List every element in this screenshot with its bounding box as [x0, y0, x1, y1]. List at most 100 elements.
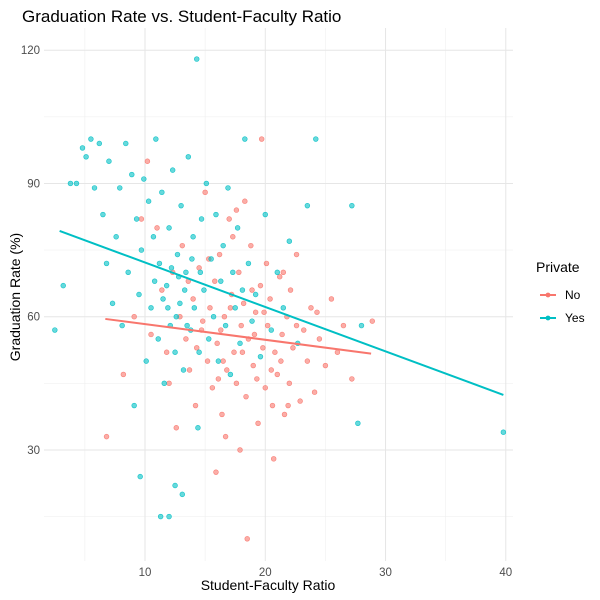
data-point-yes [194, 56, 200, 62]
data-point-yes [91, 185, 98, 191]
y-tick-label: 90 [27, 178, 40, 190]
data-point-yes [180, 367, 187, 373]
data-point-yes [245, 260, 252, 267]
data-point-no [254, 376, 260, 382]
data-point-yes [198, 216, 205, 222]
data-point-yes [143, 358, 149, 364]
data-point-yes [174, 251, 181, 258]
data-point-no [240, 300, 247, 307]
y-tick-label: 120 [21, 45, 40, 57]
data-point-yes [220, 242, 226, 249]
data-point-no [200, 318, 206, 324]
data-point-no [297, 398, 303, 404]
data-point-no [322, 362, 329, 369]
legend-label-yes: Yes [565, 311, 585, 325]
y-axis-title: Graduation Rate (%) [7, 233, 23, 361]
legend-key-point-yes [545, 315, 551, 321]
data-point-no [179, 242, 185, 249]
data-point-no [308, 305, 314, 311]
data-point-no [262, 385, 268, 391]
data-point-no [192, 402, 199, 409]
data-point-no [148, 331, 154, 338]
data-point-no [209, 385, 216, 391]
x-tick-label: 40 [499, 567, 512, 579]
data-point-yes [239, 287, 246, 293]
data-point-yes [280, 305, 287, 311]
legend-label-no: No [565, 288, 581, 302]
data-point-yes [262, 211, 268, 218]
data-point-yes [148, 305, 154, 311]
data-point-no [304, 358, 311, 364]
data-point-yes [201, 287, 207, 293]
data-point-no [277, 274, 283, 280]
legend-title: Private [536, 259, 580, 275]
data-point-no [287, 287, 294, 293]
data-point-no [264, 322, 271, 329]
data-point-no [316, 336, 323, 342]
data-point-yes [195, 425, 201, 431]
data-point-no [274, 371, 280, 378]
data-point-yes [106, 158, 112, 164]
data-point-no [270, 456, 277, 462]
data-point-no [293, 251, 300, 258]
data-point-yes [133, 216, 140, 222]
data-point-no [269, 402, 276, 409]
data-point-yes [184, 322, 190, 329]
data-point-no [218, 327, 224, 333]
data-point-yes [286, 238, 293, 244]
data-point-no [183, 336, 189, 342]
data-point-no [286, 380, 293, 387]
data-point-no [230, 234, 236, 240]
data-point-yes [125, 269, 131, 275]
data-point-yes [237, 340, 243, 347]
data-point-no [214, 340, 220, 347]
data-point-yes [349, 202, 355, 209]
trend-line-no [105, 317, 372, 355]
data-point-yes [213, 211, 219, 218]
data-point-yes [252, 291, 259, 298]
data-point-no [227, 305, 234, 311]
data-point-yes [196, 349, 202, 355]
data-point-no [237, 447, 243, 453]
data-point-yes [153, 136, 159, 142]
data-point-no [252, 309, 259, 315]
data-point-no [281, 411, 288, 418]
data-point-no [250, 362, 256, 369]
x-axis-title: Student-Faculty Ratio [201, 577, 336, 593]
data-point-no [258, 136, 265, 142]
data-point-yes [67, 180, 74, 187]
data-point-yes [168, 265, 175, 271]
data-point-no [163, 349, 170, 355]
data-point-no [249, 287, 255, 293]
data-point-no [251, 331, 258, 338]
data-point-yes [215, 358, 222, 364]
y-tick-label: 60 [27, 312, 40, 324]
data-point-no [219, 411, 225, 418]
data-point-yes [141, 176, 147, 182]
data-point-no [103, 433, 110, 440]
data-point-no [131, 314, 137, 320]
data-point-no [272, 349, 278, 355]
data-point-yes [177, 300, 183, 307]
data-point-no [267, 296, 273, 302]
data-point-no [239, 349, 246, 355]
data-point-no [138, 216, 145, 222]
data-point-yes [191, 305, 198, 311]
data-point-no [268, 367, 274, 373]
data-point-yes [129, 171, 135, 178]
data-point-yes [210, 314, 217, 320]
data-point-no [334, 349, 341, 355]
trend-lines [59, 230, 504, 396]
data-point-no [226, 216, 232, 222]
data-point-no [213, 469, 219, 475]
data-point-no [242, 198, 248, 204]
data-point-yes [157, 513, 164, 520]
data-point-no [224, 367, 230, 373]
data-point-no [202, 189, 208, 196]
data-point-no [186, 367, 193, 373]
data-point-yes [155, 336, 161, 342]
data-point-yes [178, 202, 184, 209]
data-point-no [278, 358, 284, 364]
data-point-yes [242, 136, 248, 142]
